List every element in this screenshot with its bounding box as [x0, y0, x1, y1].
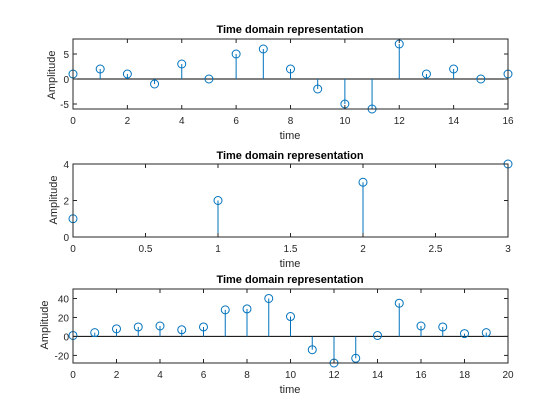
- stem-marker: [133, 322, 143, 332]
- stem-marker: [307, 345, 317, 355]
- x-tick-label: 0.5: [139, 244, 153, 255]
- y-axis-label: Amplitude: [48, 176, 60, 225]
- x-tick-label: 8: [288, 116, 294, 127]
- stem-marker: [416, 321, 426, 331]
- subplot-3: Time domain representation time Amplitud…: [39, 274, 514, 396]
- x-tick-label: 2: [360, 244, 366, 255]
- stem-marker: [155, 321, 165, 331]
- stem-marker: [204, 74, 214, 84]
- x-axis-label: time: [280, 258, 301, 270]
- y-tick-label: 2: [63, 197, 69, 208]
- x-axis-label: time: [280, 384, 301, 396]
- x-tick-label: 2: [125, 116, 131, 127]
- stem-marker: [351, 353, 361, 363]
- stem-marker: [421, 69, 431, 79]
- x-tick-label: 8: [244, 370, 250, 381]
- stem-marker: [177, 325, 187, 335]
- x-tick-label: 4: [179, 116, 185, 127]
- x-axis-label: time: [280, 130, 301, 142]
- stem-marker: [481, 328, 491, 338]
- y-tick-label: -20: [55, 351, 70, 362]
- y-tick-label: 40: [58, 294, 70, 305]
- x-tick-label: 2: [114, 370, 120, 381]
- x-tick-label: 6: [233, 116, 239, 127]
- stem-marker: [286, 64, 295, 74]
- plot-area: 0 0.5 1 1.5 2 2.5 3 0 2 4: [63, 159, 513, 255]
- stem-marker: [438, 322, 448, 332]
- x-tick-label: 10: [339, 116, 351, 127]
- y-axis-label: Amplitude: [39, 301, 51, 350]
- x-tick-label: 3: [505, 244, 511, 255]
- stem-marker: [231, 49, 241, 59]
- y-tick-label: 5: [63, 50, 69, 61]
- x-tick-label: 2.5: [429, 244, 443, 255]
- x-tick-label: 16: [502, 116, 514, 127]
- stem-marker: [264, 293, 274, 303]
- x-tick-label: 6: [201, 370, 207, 381]
- y-tick-label: 20: [58, 313, 70, 324]
- y-tick-label: 0: [63, 75, 69, 86]
- stem-marker: [358, 177, 368, 187]
- x-tick-label: 12: [328, 370, 340, 381]
- stem-marker: [199, 322, 208, 332]
- plot-title: Time domain representation: [216, 274, 363, 286]
- stem-marker: [460, 329, 469, 339]
- y-tick-label: 0: [63, 332, 69, 343]
- stem-marker: [220, 305, 230, 315]
- x-tick-label: 10: [285, 370, 297, 381]
- stem-marker: [112, 324, 121, 334]
- x-tick-label: 0: [70, 370, 76, 381]
- stem-marker: [95, 64, 105, 74]
- stem-marker: [242, 304, 252, 314]
- stem-marker: [313, 84, 323, 94]
- y-tick-label: 4: [63, 160, 69, 171]
- stem-marker: [258, 44, 268, 54]
- x-tick-label: 18: [459, 370, 471, 381]
- stem-marker: [394, 298, 404, 308]
- y-tick-label: 0: [63, 233, 69, 244]
- stem-marker: [476, 74, 486, 84]
- y-axis-label: Amplitude: [46, 51, 58, 100]
- x-tick-label: 16: [415, 370, 427, 381]
- x-tick-label: 1: [215, 244, 221, 255]
- stem-marker: [213, 196, 223, 205]
- x-tick-label: 12: [394, 116, 406, 127]
- stem-marker: [449, 64, 459, 74]
- stem-marker: [150, 79, 160, 89]
- x-tick-label: 4: [157, 370, 163, 381]
- stem-marker: [373, 330, 382, 340]
- x-tick-label: 0: [70, 116, 76, 127]
- plot-area: 0 2 4 6 8 10 12 14 16-505: [60, 38, 514, 127]
- plot-title: Time domain representation: [216, 24, 363, 36]
- stem-marker: [122, 69, 132, 79]
- x-tick-label: 0: [70, 244, 76, 255]
- x-tick-label: 20: [502, 370, 514, 381]
- subplot-1: Time domain representation time Amplitud…: [46, 24, 514, 142]
- subplot-2: Time domain representation time Amplitud…: [48, 150, 513, 270]
- stem-marker: [90, 328, 100, 338]
- x-tick-label: 14: [448, 116, 460, 127]
- stem-marker: [177, 59, 187, 69]
- stem-marker: [286, 312, 295, 322]
- y-tick-label: -5: [60, 100, 69, 111]
- plot-title: Time domain representation: [216, 150, 363, 162]
- x-tick-label: 14: [372, 370, 384, 381]
- x-tick-label: 1.5: [284, 244, 298, 255]
